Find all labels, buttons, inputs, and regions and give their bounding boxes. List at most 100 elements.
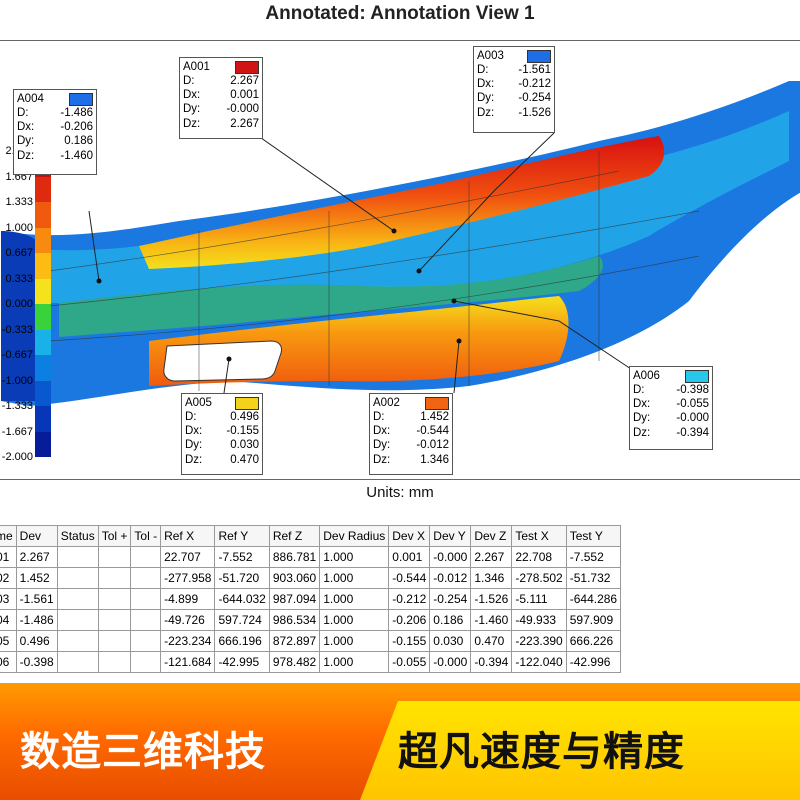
deviation-table[interactable]: me Dev Status Tol + Tol - Ref X Ref Y Ref Z Dev …: [0, 525, 622, 673]
value-d: 0.496: [230, 411, 259, 423]
table-cell: [56, 630, 99, 652]
table-cell: -121.684: [160, 651, 216, 673]
callout-a002[interactable]: A002 D: 1.452 Dx: -0.544 Dy: -0.012 Dz: 1.34…: [369, 393, 453, 475]
table-cell: 1.452: [15, 567, 58, 589]
field-label: Dz:: [477, 106, 495, 119]
value-d: -1.486: [60, 107, 93, 119]
scale-tick-label: -0.333: [1, 323, 33, 336]
table-cell: -0.055: [388, 651, 431, 673]
scale-tick-label: 1.333: [5, 196, 33, 208]
table-cell: 1.000: [319, 588, 390, 610]
table-cell: -51.720: [214, 567, 270, 589]
value-dx: -0.544: [416, 425, 449, 438]
table-cell: -1.526: [470, 588, 513, 610]
table-row[interactable]: 050.496 -223.234666.196872.8971.000-0.155…: [0, 630, 622, 652]
table-cell: 666.196: [214, 630, 270, 652]
table-cell: 666.226: [565, 630, 622, 652]
column-header[interactable]: Ref Z: [268, 525, 321, 547]
callout-a003[interactable]: A003 D: -1.561 Dx: -0.212 Dy: -0.254 Dz: -1.…: [473, 46, 555, 133]
column-header[interactable]: Dev: [15, 525, 58, 547]
scale-tick-label: 1.000: [5, 221, 33, 234]
deviation-swatch: [685, 369, 709, 383]
table-cell: 1.000: [319, 546, 390, 568]
scale-tick-label: -1.333: [1, 400, 33, 412]
column-header[interactable]: Test Y: [565, 525, 622, 547]
column-header[interactable]: Tol +: [97, 525, 132, 547]
table-cell: -0.212: [388, 588, 431, 610]
promo-banner: 数造三维科技 超凡速度与精度: [0, 683, 800, 800]
column-header[interactable]: Dev Y: [429, 525, 472, 547]
field-label: D:: [633, 384, 645, 396]
table-row[interactable]: 03-1.561 -4.899-644.032987.0941.000-0.212…: [0, 588, 622, 610]
table-cell: 903.060: [268, 567, 321, 589]
table-cell: [130, 567, 162, 589]
value-dz: -0.394: [676, 426, 709, 439]
field-label: Dz:: [633, 426, 651, 439]
table-cell: -644.032: [214, 588, 270, 610]
table-cell: [56, 588, 99, 610]
deviation-swatch: [527, 49, 551, 63]
deviation-swatch: [235, 396, 259, 410]
field-label: Dy:: [373, 439, 391, 452]
column-header[interactable]: Ref Y: [214, 525, 270, 547]
callout-a004[interactable]: A004 D: -1.486 Dx: -0.206 Dy: 0.186 Dz: -1.4…: [13, 89, 97, 175]
table-cell: [130, 588, 162, 610]
table-cell: 06: [0, 651, 17, 673]
table-row[interactable]: 021.452 -277.958-51.720903.0601.000-0.544…: [0, 567, 622, 589]
table-cell: -0.254: [429, 588, 472, 610]
table-cell: 986.534: [268, 609, 321, 631]
table-cell: [56, 567, 99, 589]
column-header[interactable]: Test X: [511, 525, 567, 547]
table-row[interactable]: 04-1.486 -49.726597.724986.5341.000-0.206…: [0, 609, 622, 631]
field-label: Dy:: [633, 412, 651, 425]
value-dz: 1.346: [420, 453, 449, 466]
column-header[interactable]: me: [0, 525, 17, 547]
table-cell: 886.781: [268, 546, 321, 568]
scale-color-step: [35, 253, 51, 279]
scale-color-step: [35, 380, 51, 406]
column-header[interactable]: Dev Radius: [319, 525, 390, 547]
table-cell: 987.094: [268, 588, 321, 610]
window-title: Annotated: Annotation View 1: [265, 3, 535, 24]
table-cell: -277.958: [160, 567, 216, 589]
deviation-swatch: [235, 60, 259, 74]
table-cell: -644.286: [565, 588, 622, 610]
annotation-view-panel[interactable]: 2.0001.6671.3331.0000.6670.3330.000-0.33…: [0, 40, 800, 480]
color-scale: 2.0001.6671.3331.0000.6670.3330.000-0.33…: [0, 145, 99, 465]
table-row[interactable]: 06-0.398 -121.684-42.995978.4821.000-0.05…: [0, 651, 622, 673]
value-d: -1.561: [518, 64, 551, 76]
field-label: Dx:: [183, 89, 201, 102]
callout-id: A005: [185, 397, 212, 409]
callout-id: A006: [633, 370, 660, 382]
value-dz: -1.526: [518, 106, 551, 119]
scale-tick-label: 0.333: [5, 272, 33, 285]
column-header[interactable]: Status: [56, 525, 99, 547]
table-row[interactable]: 012.26722.707-7.552886.7811.0000.001-0.0…: [0, 546, 622, 568]
callout-id: A002: [373, 397, 400, 409]
table-cell: [56, 546, 99, 568]
table-cell: [56, 609, 99, 631]
value-dz: 0.470: [230, 453, 259, 466]
scale-color-step: [35, 406, 51, 432]
table-cell: -0.394: [470, 651, 513, 673]
column-header[interactable]: Tol -: [130, 525, 162, 547]
column-header[interactable]: Dev X: [388, 525, 431, 547]
callout-id: A003: [477, 50, 504, 62]
table-cell: 597.909: [565, 609, 622, 631]
field-label: Dy:: [17, 135, 35, 148]
scale-color-step: [35, 431, 51, 457]
field-label: Dx:: [477, 78, 495, 91]
banner-yellow-panel: [360, 701, 800, 800]
column-header[interactable]: Dev Z: [470, 525, 513, 547]
callout-a005[interactable]: A005 D: 0.496 Dx: -0.155 Dy: 0.030 Dz: 0.470: [181, 393, 263, 475]
callout-a001[interactable]: A001 D: 2.267 Dx: 0.001 Dy: -0.000 Dz: 2.267: [179, 57, 263, 139]
field-label: D:: [477, 64, 489, 76]
table-cell: -0.000: [429, 546, 472, 568]
table-cell: [97, 630, 132, 652]
table-cell: -51.732: [565, 567, 622, 589]
column-header[interactable]: Ref X: [160, 525, 216, 547]
table-cell: 0.186: [429, 609, 472, 631]
table-cell: -7.552: [214, 546, 270, 568]
scale-tick-label: -1.667: [1, 425, 33, 438]
callout-a006[interactable]: A006 D: -0.398 Dx: -0.055 Dy: -0.000 Dz: -0.…: [629, 366, 713, 450]
